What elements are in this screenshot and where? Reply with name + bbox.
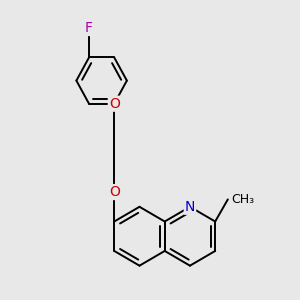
Text: N: N <box>185 200 195 214</box>
Text: F: F <box>85 21 93 35</box>
Text: CH₃: CH₃ <box>231 193 254 206</box>
Text: O: O <box>109 97 120 111</box>
Text: O: O <box>109 185 120 199</box>
